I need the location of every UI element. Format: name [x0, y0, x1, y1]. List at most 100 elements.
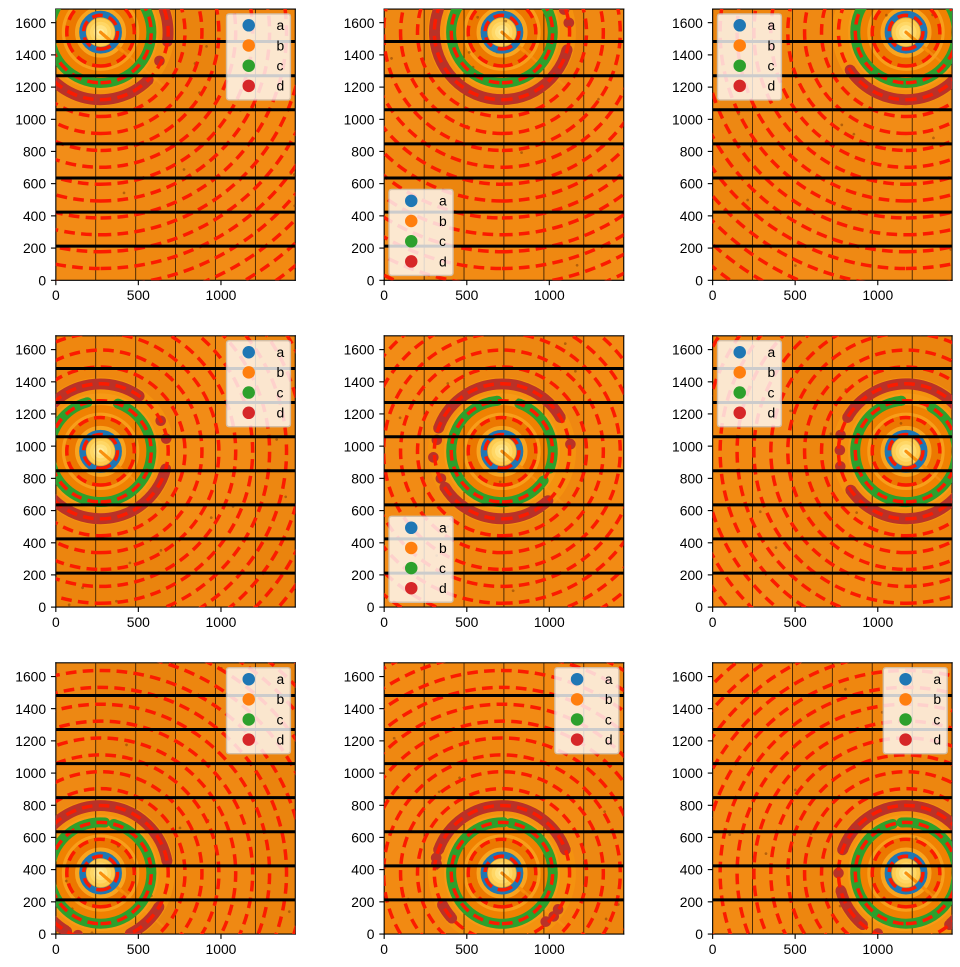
- svg-text:800: 800: [351, 470, 374, 486]
- svg-text:0: 0: [380, 941, 388, 957]
- svg-text:1000: 1000: [206, 614, 237, 630]
- svg-text:1000: 1000: [534, 941, 565, 957]
- svg-text:0: 0: [709, 287, 717, 303]
- svg-text:a: a: [439, 520, 447, 536]
- svg-text:500: 500: [127, 941, 150, 957]
- svg-text:0: 0: [367, 272, 375, 288]
- svg-text:400: 400: [351, 208, 374, 224]
- svg-text:a: a: [277, 671, 285, 687]
- svg-text:a: a: [277, 344, 285, 360]
- svg-text:0: 0: [380, 614, 388, 630]
- svg-text:1600: 1600: [344, 342, 375, 358]
- svg-text:d: d: [767, 78, 775, 94]
- svg-text:200: 200: [23, 894, 46, 910]
- svg-text:400: 400: [680, 535, 703, 551]
- svg-text:600: 600: [23, 830, 46, 846]
- svg-text:800: 800: [351, 144, 374, 160]
- svg-text:500: 500: [455, 941, 478, 957]
- svg-text:1600: 1600: [672, 669, 703, 685]
- svg-text:a: a: [605, 671, 613, 687]
- svg-text:1000: 1000: [344, 438, 375, 454]
- svg-text:b: b: [277, 691, 285, 707]
- svg-text:400: 400: [680, 208, 703, 224]
- svg-text:1600: 1600: [15, 15, 46, 31]
- svg-text:1000: 1000: [672, 111, 703, 127]
- svg-text:200: 200: [351, 567, 374, 583]
- svg-text:200: 200: [23, 240, 46, 256]
- svg-text:1600: 1600: [344, 15, 375, 31]
- svg-text:1200: 1200: [15, 79, 46, 95]
- svg-text:b: b: [767, 37, 775, 53]
- svg-text:600: 600: [351, 830, 374, 846]
- svg-text:0: 0: [52, 941, 60, 957]
- svg-text:c: c: [605, 711, 612, 727]
- svg-text:0: 0: [52, 614, 60, 630]
- svg-text:b: b: [933, 691, 941, 707]
- svg-text:1200: 1200: [344, 733, 375, 749]
- svg-text:1400: 1400: [344, 374, 375, 390]
- svg-text:800: 800: [23, 144, 46, 160]
- svg-text:0: 0: [380, 287, 388, 303]
- svg-text:b: b: [767, 364, 775, 380]
- svg-text:1000: 1000: [862, 614, 893, 630]
- svg-text:a: a: [767, 17, 775, 33]
- svg-text:600: 600: [680, 830, 703, 846]
- svg-text:1000: 1000: [15, 111, 46, 127]
- svg-text:400: 400: [23, 208, 46, 224]
- svg-text:500: 500: [455, 287, 478, 303]
- svg-text:b: b: [439, 213, 447, 229]
- svg-text:0: 0: [38, 272, 46, 288]
- svg-text:600: 600: [23, 176, 46, 192]
- svg-text:1400: 1400: [15, 47, 46, 63]
- svg-text:d: d: [439, 580, 447, 596]
- svg-text:a: a: [439, 193, 447, 209]
- svg-text:500: 500: [784, 941, 807, 957]
- svg-text:800: 800: [680, 144, 703, 160]
- svg-text:c: c: [439, 560, 446, 576]
- svg-text:500: 500: [127, 287, 150, 303]
- svg-text:1200: 1200: [672, 733, 703, 749]
- svg-text:600: 600: [23, 503, 46, 519]
- svg-text:800: 800: [351, 797, 374, 813]
- svg-text:400: 400: [23, 535, 46, 551]
- svg-text:1000: 1000: [15, 438, 46, 454]
- svg-text:800: 800: [680, 797, 703, 813]
- svg-text:500: 500: [784, 287, 807, 303]
- svg-text:1400: 1400: [15, 374, 46, 390]
- svg-text:600: 600: [680, 503, 703, 519]
- svg-text:0: 0: [367, 599, 375, 615]
- svg-text:600: 600: [351, 503, 374, 519]
- svg-text:0: 0: [367, 926, 375, 942]
- svg-text:1000: 1000: [862, 287, 893, 303]
- svg-text:1000: 1000: [672, 765, 703, 781]
- svg-text:a: a: [767, 344, 775, 360]
- svg-text:400: 400: [351, 862, 374, 878]
- svg-text:200: 200: [351, 894, 374, 910]
- svg-text:b: b: [439, 540, 447, 556]
- svg-text:1400: 1400: [672, 374, 703, 390]
- svg-text:1400: 1400: [344, 47, 375, 63]
- svg-text:0: 0: [709, 941, 717, 957]
- svg-text:c: c: [933, 711, 940, 727]
- svg-text:1600: 1600: [672, 15, 703, 31]
- svg-text:c: c: [277, 711, 284, 727]
- svg-text:1200: 1200: [15, 406, 46, 422]
- svg-text:1400: 1400: [672, 47, 703, 63]
- svg-text:1000: 1000: [15, 765, 46, 781]
- svg-text:200: 200: [680, 567, 703, 583]
- svg-text:200: 200: [680, 894, 703, 910]
- svg-text:400: 400: [351, 535, 374, 551]
- svg-text:1000: 1000: [206, 941, 237, 957]
- svg-text:1200: 1200: [344, 79, 375, 95]
- svg-text:1000: 1000: [344, 111, 375, 127]
- svg-text:1200: 1200: [672, 79, 703, 95]
- svg-text:c: c: [767, 384, 774, 400]
- svg-text:1000: 1000: [862, 941, 893, 957]
- svg-text:200: 200: [351, 240, 374, 256]
- svg-text:a: a: [933, 671, 941, 687]
- svg-text:600: 600: [680, 176, 703, 192]
- svg-text:800: 800: [23, 470, 46, 486]
- svg-text:d: d: [439, 253, 447, 269]
- svg-text:c: c: [277, 58, 284, 74]
- svg-text:0: 0: [695, 599, 703, 615]
